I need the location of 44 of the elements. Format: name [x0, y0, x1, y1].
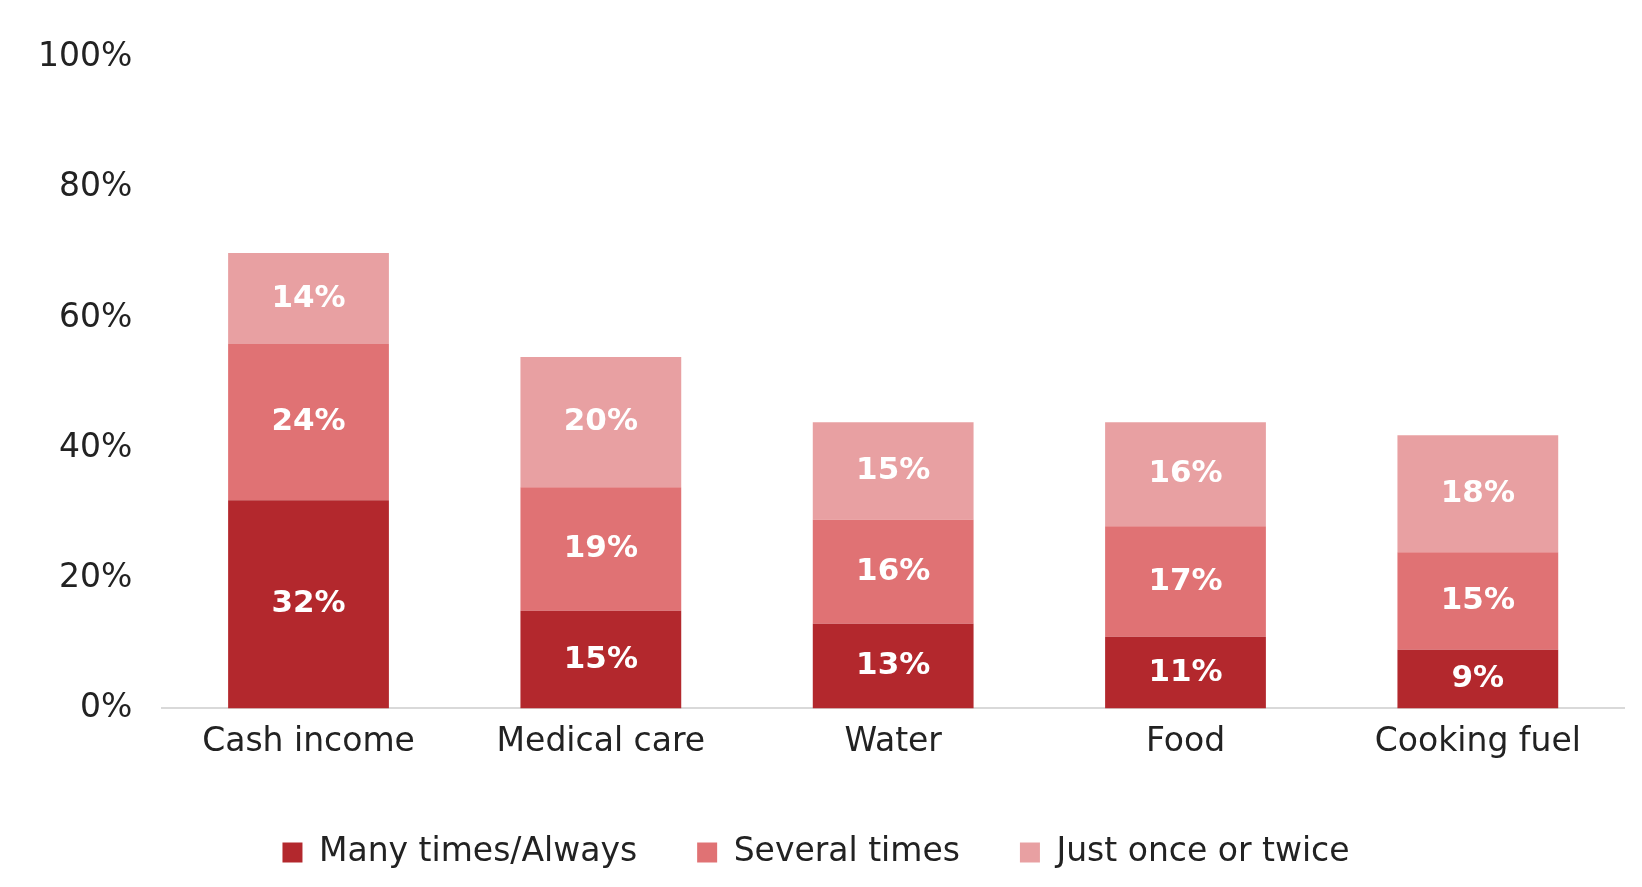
legend-label: Several times: [733, 830, 960, 870]
bar: [520, 610, 682, 709]
y-tick-label: 60%: [58, 295, 133, 335]
data-label: 13%: [856, 645, 931, 682]
y-tick-label: 80%: [58, 165, 133, 205]
y-tick-label: 100%: [38, 35, 133, 75]
data-label: 15%: [1440, 580, 1515, 617]
y-tick-label: 20%: [58, 555, 133, 595]
bar: [520, 487, 682, 611]
data-label: 17%: [1148, 560, 1223, 597]
x-tick-label: Medical care: [496, 719, 706, 759]
data-label: 15%: [563, 638, 638, 675]
data-label: 9%: [1451, 658, 1505, 695]
legend-label: Just once or twice: [1054, 830, 1350, 870]
data-label: 18%: [1440, 472, 1515, 509]
data-label: 19%: [563, 528, 638, 565]
bar: [228, 252, 389, 345]
bar: [1397, 435, 1559, 553]
y-tick-label: 0%: [79, 685, 133, 725]
data-label: 20%: [563, 401, 638, 438]
bar: [1105, 422, 1266, 527]
data-label: 16%: [856, 550, 931, 587]
x-tick-label: Water: [844, 719, 943, 759]
bar: [228, 344, 389, 501]
bar: [1105, 526, 1266, 637]
bar: [228, 500, 389, 709]
x-tick-label: Food: [1145, 719, 1226, 759]
bar: [812, 623, 974, 709]
data-label: 15%: [856, 449, 931, 486]
data-label: 24%: [271, 401, 346, 438]
bar: [812, 519, 974, 624]
bar: [520, 357, 682, 488]
bar: [1105, 636, 1266, 709]
legend-label: Many times/Always: [318, 830, 638, 870]
x-tick-label: Cooking fuel: [1374, 719, 1581, 759]
data-label: 14%: [271, 277, 346, 314]
data-label: 16%: [1148, 453, 1223, 490]
bar: [812, 422, 974, 520]
x-tick-label: Cash income: [202, 719, 415, 759]
bar: [1397, 649, 1559, 709]
y-tick-label: 40%: [58, 425, 133, 465]
bar: [1397, 552, 1559, 650]
data-label: 11%: [1148, 651, 1223, 688]
data-label: 32%: [271, 583, 346, 620]
